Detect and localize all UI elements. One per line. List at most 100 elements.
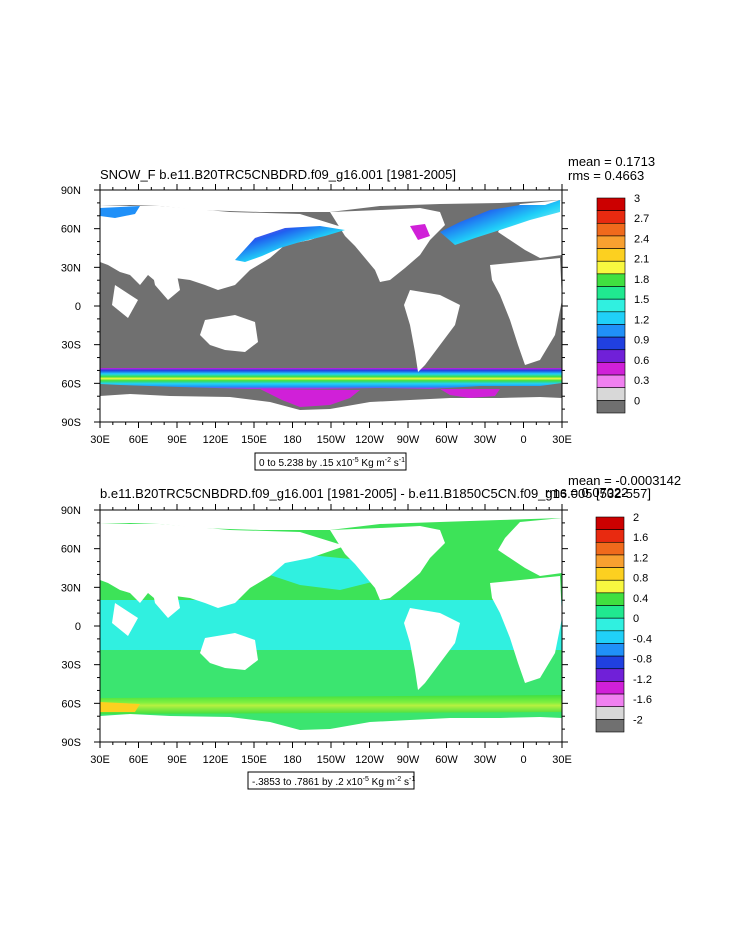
- colorbar-box: [595, 668, 625, 682]
- colorbar-label: 3: [634, 193, 640, 205]
- x-tick-label: 180: [283, 434, 301, 446]
- panel1-hudson-snow: [410, 224, 430, 240]
- colorbar-box: [596, 336, 626, 351]
- colorbar-label: -0.4: [633, 633, 652, 645]
- colorbar-box: [595, 529, 625, 543]
- panel1-contour-exp: -2: [385, 457, 391, 464]
- colorbar-label: 1.6: [633, 532, 648, 544]
- x-tick-label: 30E: [552, 434, 572, 446]
- y-tick-label: 60S: [61, 698, 81, 710]
- colorbar-box: [595, 516, 625, 530]
- colorbar-box: [595, 643, 625, 657]
- y-tick-label: 90N: [61, 185, 81, 197]
- panel1-contour-text: 0 to 5.238 by .15 x10: [259, 458, 353, 469]
- x-tick-label: 30E: [90, 434, 110, 446]
- colorbar-box: [595, 655, 625, 670]
- colorbar-box: [595, 693, 625, 708]
- x-tick-label: 120E: [203, 754, 229, 766]
- panel2-southern-band: [100, 695, 562, 714]
- panel1-contour-exp: -5: [352, 457, 358, 464]
- x-tick-label: 0: [520, 434, 526, 446]
- panel1-contour-exp: -1: [399, 457, 405, 464]
- panel2-contour-unit: s: [401, 777, 409, 788]
- y-tick-label: 90N: [61, 505, 81, 517]
- y-tick-label: 30N: [61, 262, 81, 274]
- y-tick-label: 60S: [61, 378, 81, 390]
- panel1-axes: 30E 60E 90E 120E 150E 180 150W 120W 90W 60W 30W 0 30…: [61, 184, 572, 446]
- panel2-mean: mean = -0.0003142: [568, 473, 681, 488]
- panel1-arctic-snow: [100, 206, 140, 218]
- y-tick-label: 90S: [61, 737, 81, 749]
- colorbar-label: 0.9: [634, 335, 649, 347]
- colorbar-label: 1.2: [633, 552, 648, 564]
- panel1-south-america: [404, 290, 460, 372]
- panel2-north-pacific-region: [260, 555, 380, 590]
- snowfall-map-panel: SNOW_F b.e11.B20TRC5CNBDRD.f09_g16.001 […: [61, 154, 655, 471]
- panel2-axes: 30E 60E 90E 120E 150E 180 150W 120W 90W 60W 30W 0 30…: [61, 504, 572, 766]
- colorbar-label: 0.8: [633, 573, 648, 585]
- y-tick-label: 0: [75, 621, 81, 633]
- panel2-south-america: [404, 608, 460, 690]
- panel2-europe: [498, 518, 562, 576]
- x-tick-label: 150W: [317, 754, 346, 766]
- panel2-contour-info-box: [247, 771, 415, 790]
- x-tick-label: 60W: [435, 434, 458, 446]
- panel1-arctic: [100, 190, 562, 212]
- panel1-colorbar: 3 2.7 2.4 2.1 1.8 1.5 1.2 0.9 0.6 0.3 0: [596, 193, 649, 414]
- colorbar-box: [596, 362, 626, 376]
- colorbar-label: 0.3: [634, 375, 649, 387]
- y-tick-label: 60N: [61, 224, 81, 236]
- panel2-contour-exp: -5: [363, 776, 369, 783]
- colorbar-label: -0.8: [633, 654, 652, 666]
- panel1-contour-info-box: [254, 452, 407, 471]
- colorbar-box: [595, 579, 625, 594]
- y-tick-label: 30S: [61, 660, 81, 672]
- panel1-southern-band-lobe: [260, 389, 360, 407]
- panel2-contour-unit: Kg m: [369, 777, 395, 788]
- colorbar-box: [596, 222, 626, 237]
- svg-text:-.3853 to .7861 by .2 x10-5 Kg: -.3853 to .7861 by .2 x10-5 Kg m-2 s-1: [252, 776, 415, 788]
- colorbar-box: [596, 248, 626, 262]
- x-tick-label: 150E: [241, 754, 267, 766]
- colorbar-box: [596, 260, 626, 275]
- panel1-arabia: [112, 285, 138, 318]
- colorbar-box: [595, 567, 625, 581]
- panel2-contour-info: -.3853 to .7861 by .2 x10-5 Kg m-2 s-1: [247, 771, 415, 790]
- x-tick-label: 30W: [474, 434, 497, 446]
- colorbar-label: 0: [633, 613, 639, 625]
- panel2-southern-positive-patch: [100, 702, 140, 712]
- x-tick-label: 60W: [435, 754, 458, 766]
- y-tick-label: 0: [75, 301, 81, 313]
- panel2-rms: rms = 0.07022: [545, 485, 628, 500]
- panel2-title: b.e11.B20TRC5CNBDRD.f09_g16.001 [1981-20…: [100, 486, 651, 501]
- x-tick-label: 150E: [241, 434, 267, 446]
- colorbar-label: -1.6: [633, 694, 652, 706]
- x-tick-label: 120W: [355, 754, 384, 766]
- colorbar-box: [596, 400, 626, 414]
- colorbar-box: [596, 298, 626, 313]
- panel1-australia: [200, 315, 258, 352]
- colorbar-label: 1.2: [634, 314, 649, 326]
- panel2-antarctica: [100, 714, 562, 742]
- panel1-mean: mean = 0.1713: [568, 154, 655, 169]
- colorbar-label: 1.8: [634, 274, 649, 286]
- colorbar-box: [595, 630, 625, 644]
- panel1-rms: rms = 0.4663: [568, 168, 644, 183]
- panel1-map-field: [100, 190, 562, 422]
- x-tick-label: 30E: [90, 754, 110, 766]
- colorbar-box: [596, 374, 626, 389]
- colorbar-label: -2: [633, 714, 643, 726]
- x-tick-label: 120W: [355, 434, 384, 446]
- svg-text:0 to 5.238 by .15 x10-5 Kg m-2: 0 to 5.238 by .15 x10-5 Kg m-2 s-1: [259, 457, 405, 469]
- colorbar-box: [595, 719, 625, 733]
- x-tick-label: 180: [283, 754, 301, 766]
- y-tick-label: 30N: [61, 582, 81, 594]
- x-tick-label: 30W: [474, 754, 497, 766]
- panel2-africa: [490, 576, 562, 683]
- panel2-arctic: [100, 510, 562, 530]
- panel1-antarctica: [100, 394, 562, 422]
- x-tick-label: 60E: [129, 754, 149, 766]
- colorbar-box: [595, 541, 625, 556]
- panel1-southern-snow-band: [100, 368, 562, 389]
- panel1-title: SNOW_F b.e11.B20TRC5CNBDRD.f09_g16.001 […: [100, 167, 456, 182]
